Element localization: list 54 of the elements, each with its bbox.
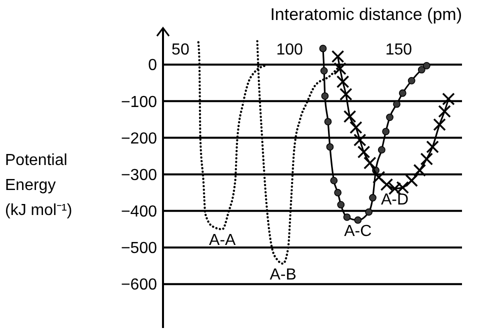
point [393,100,400,108]
point [353,134,366,146]
point [334,62,346,76]
point [438,105,451,118]
point [422,62,430,70]
y-tick-label: −600 [120,276,158,294]
point [339,88,352,101]
point [372,170,386,184]
point [413,164,426,177]
point [405,174,418,187]
point [398,89,406,97]
y-tick-label: −100 [120,94,158,111]
x-tick-label: 150 [385,42,412,59]
point [386,114,394,121]
point [364,156,376,170]
point [326,143,334,151]
y-tick-label: −500 [120,240,158,258]
point [433,118,446,131]
series-label: A-D [381,192,409,209]
point [324,118,332,126]
y-axis-title: Potential Energy (kJ mol⁻¹) [5,152,72,219]
point [382,128,390,136]
y-tick-label: −300 [120,166,158,184]
y-tick-label: −200 [120,130,158,148]
point [337,201,345,208]
point [319,44,327,52]
x-tick-label: 50 [172,42,190,59]
point [418,66,426,74]
point [343,110,356,123]
point [378,146,386,154]
point [331,50,344,63]
point [354,216,362,224]
point [380,178,394,191]
point [350,121,362,134]
y-tick-label: 0 [148,57,158,74]
point [442,92,455,106]
x-tick-label: 100 [276,42,304,59]
series-label: A-B [270,266,296,284]
y-tick-label: −400 [120,204,158,221]
series-label: A-C [344,223,372,240]
point [334,188,342,196]
point [369,194,376,202]
point [321,92,329,100]
point [408,76,416,84]
point [320,67,328,75]
point [365,208,373,216]
point [420,152,434,166]
x-axis-title: Interatomic distance (pm) [270,5,462,24]
point [426,140,439,154]
point [357,146,370,158]
point [343,213,351,221]
series-label: A-A [209,232,236,250]
point [330,176,338,184]
point [336,75,350,88]
